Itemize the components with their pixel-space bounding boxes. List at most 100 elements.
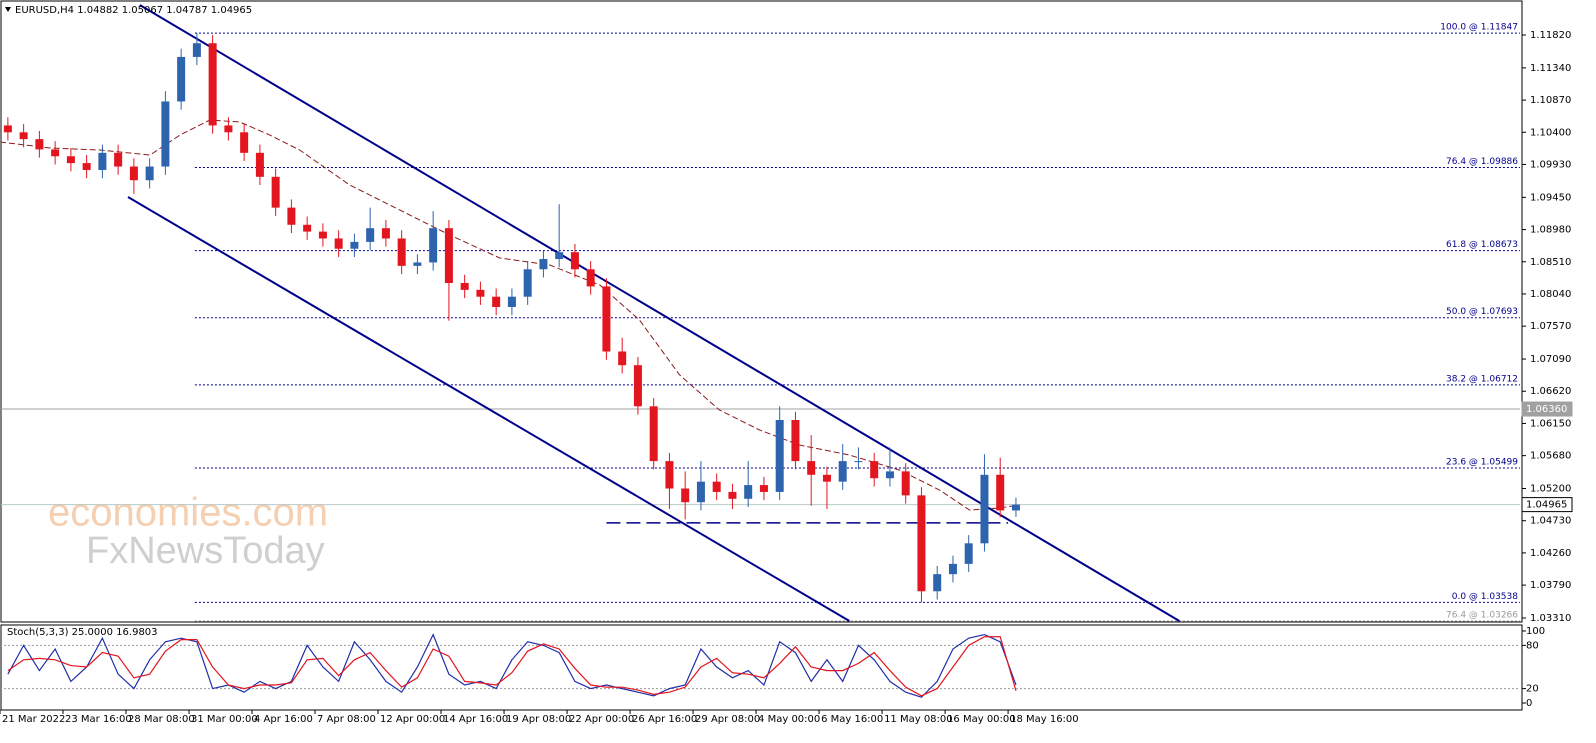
candle-body — [807, 461, 816, 475]
candle-body — [397, 238, 406, 266]
x-tick-label: 18 May 16:00 — [1010, 714, 1079, 725]
moving-average — [1, 119, 1020, 511]
y-tick-label: 1.08510 — [1530, 257, 1571, 268]
candle-body — [287, 207, 296, 225]
candle-body — [255, 152, 264, 177]
candle-body — [334, 238, 343, 249]
stoch-tick-label: 0 — [1526, 698, 1532, 709]
y-tick-label: 1.11820 — [1530, 30, 1571, 41]
candle-body — [35, 139, 44, 150]
candle-body — [618, 351, 627, 366]
candle-body — [177, 56, 186, 102]
y-tick-label: 1.07570 — [1530, 321, 1571, 332]
candle-body — [838, 461, 847, 482]
stoch-line — [7, 633, 1017, 698]
watermark-text: economies.com — [48, 491, 328, 535]
candle-body — [712, 481, 721, 492]
candle-body — [933, 574, 942, 592]
y-tick-label: 1.03790 — [1530, 580, 1571, 591]
candle-body — [98, 152, 107, 170]
y-tick-label: 1.09930 — [1530, 159, 1571, 170]
candle-body — [161, 101, 170, 167]
x-tick-label: 29 Apr 08:00 — [695, 714, 760, 725]
watermark: economies.com FxNewsToday — [48, 491, 328, 572]
watermark-text: FxNewsToday — [86, 530, 325, 572]
x-tick-label: 16 May 00:00 — [947, 714, 1016, 725]
candle-body — [728, 491, 737, 499]
candle-body — [460, 282, 469, 290]
fib-label: 100.0 @ 1.11847 — [1440, 23, 1518, 33]
candle-body — [854, 461, 863, 463]
y-tick-label: 1.07090 — [1530, 354, 1571, 365]
candle-body — [964, 543, 973, 564]
candle-body — [602, 286, 611, 352]
candle-body — [413, 262, 422, 266]
candle-body — [523, 269, 532, 297]
menu-arrow[interactable] — [5, 7, 11, 12]
candle-body — [240, 132, 249, 153]
y-tick-label: 1.11340 — [1530, 63, 1571, 74]
fib-label: 50.0 @ 1.07693 — [1446, 307, 1518, 317]
stoch-line — [7, 636, 1017, 697]
candle-body — [555, 252, 564, 260]
main-pane — [0, 0, 1523, 623]
x-tick-label: 14 Apr 16:00 — [443, 714, 508, 725]
candle-body — [129, 166, 138, 181]
x-tick-label: 4 Apr 16:00 — [254, 714, 313, 725]
candle-body — [381, 228, 390, 239]
candle-body — [66, 156, 75, 164]
x-tick-label: 22 Apr 00:00 — [569, 714, 634, 725]
candle-body — [492, 296, 501, 307]
candle-body — [633, 365, 642, 407]
candle-body — [82, 163, 91, 170]
x-tick-label: 21 Mar 2022 — [2, 714, 65, 725]
x-tick-label: 4 May 00:00 — [758, 714, 820, 725]
candle-body — [476, 289, 485, 297]
x-tick-label: 19 Apr 08:00 — [506, 714, 571, 725]
y-tick-label: 1.03310 — [1530, 613, 1571, 624]
stoch-title: Stoch(5,3,3) 25.0000 16.9803 — [7, 627, 158, 638]
candle-body — [3, 125, 12, 133]
x-tick-label: 11 May 08:00 — [884, 714, 953, 725]
candle-body — [570, 252, 579, 270]
fib-label: 38.2 @ 1.06712 — [1446, 374, 1518, 384]
candle-body — [366, 228, 375, 242]
fib-label: 61.8 @ 1.08673 — [1446, 240, 1518, 250]
fib-label: 76.4 @ 1.09886 — [1446, 157, 1518, 167]
x-tick-label: 28 Mar 08:00 — [128, 714, 195, 725]
trend-line — [139, 4, 1180, 622]
y-tick-label: 1.06150 — [1530, 418, 1571, 429]
y-tick-label: 1.09450 — [1530, 192, 1571, 203]
candle-body — [665, 461, 674, 489]
fib-label: 23.6 @ 1.05499 — [1446, 458, 1518, 468]
candle-body — [822, 474, 831, 482]
y-tick-label: 1.10400 — [1530, 127, 1571, 138]
candle-body — [271, 176, 280, 208]
candle-body — [586, 269, 595, 287]
candle-body — [948, 563, 957, 575]
y-tick-label: 1.04730 — [1530, 516, 1571, 527]
candle-body — [681, 488, 690, 503]
stoch-tick-label: 80 — [1526, 640, 1539, 651]
candle-body — [51, 149, 60, 157]
x-tick-label: 12 Apr 00:00 — [380, 714, 445, 725]
y-tick-label: 1.05200 — [1530, 484, 1571, 495]
x-tick-label: 6 May 16:00 — [821, 714, 883, 725]
candle-body — [208, 43, 217, 126]
fib-label: 76.4 @ 1.03266 — [1446, 611, 1518, 621]
candle-body — [885, 471, 894, 479]
candle-body — [901, 471, 910, 496]
y-tick-label: 1.08980 — [1530, 225, 1571, 236]
y-tick-label: 1.06620 — [1530, 386, 1571, 397]
y-tick-label: 1.10870 — [1530, 95, 1571, 106]
candle-body — [1011, 504, 1020, 511]
candle-body — [917, 495, 926, 592]
y-tick-label: 1.04260 — [1530, 548, 1571, 559]
price-box — [1521, 401, 1573, 417]
y-tick-label: 1.08040 — [1530, 289, 1571, 300]
candle-body — [192, 43, 201, 57]
x-tick-label: 23 Mar 16:00 — [65, 714, 132, 725]
candle-body — [507, 296, 516, 307]
candle-body — [145, 166, 154, 181]
